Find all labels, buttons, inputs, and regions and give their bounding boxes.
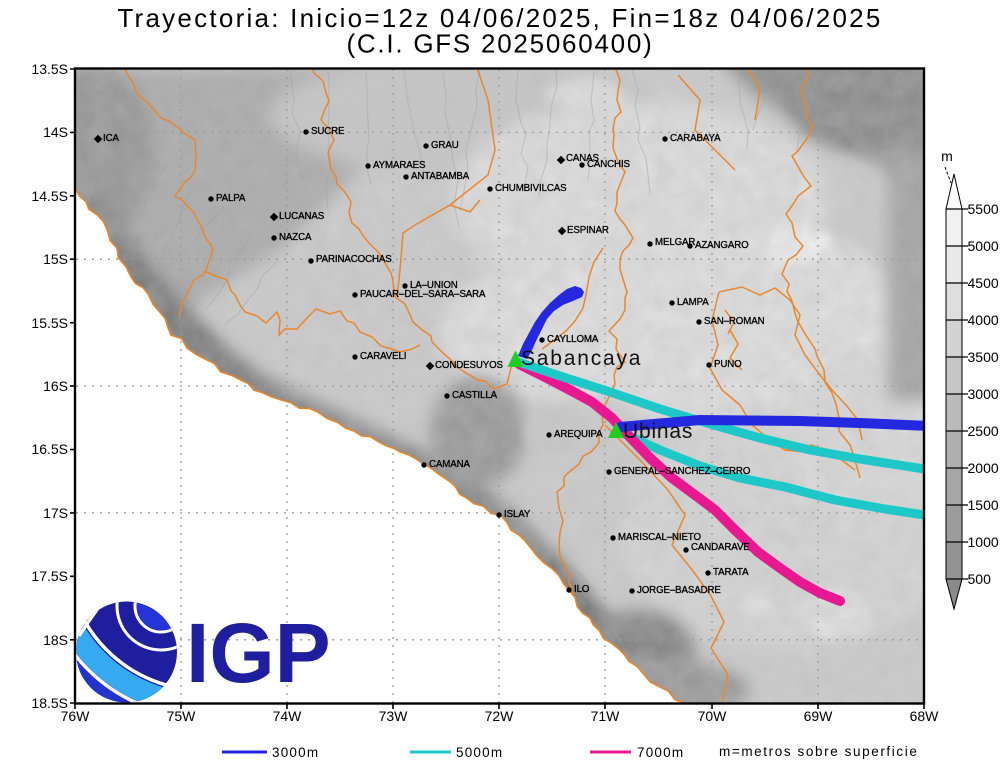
- svg-text:IGP: IGP: [186, 606, 331, 700]
- svg-text:ANTABAMBA: ANTABAMBA: [411, 171, 470, 182]
- svg-text:3500: 3500: [968, 349, 999, 365]
- svg-text:m: m: [941, 148, 953, 164]
- svg-text:Ubinas: Ubinas: [623, 420, 693, 443]
- svg-text:AREQUIPA: AREQUIPA: [554, 429, 603, 440]
- svg-text:17.5S: 17.5S: [31, 568, 68, 584]
- svg-text:5500: 5500: [968, 201, 999, 217]
- svg-text:70W: 70W: [698, 708, 728, 724]
- svg-text:4000: 4000: [968, 312, 999, 328]
- svg-text:CANCHIS: CANCHIS: [587, 159, 631, 170]
- svg-text:CANDARAVE: CANDARAVE: [691, 542, 750, 553]
- svg-text:Sabancaya: Sabancaya: [521, 347, 642, 370]
- svg-text:CARAVELI: CARAVELI: [360, 351, 406, 362]
- svg-text:14.5S: 14.5S: [31, 188, 68, 204]
- svg-text:2500: 2500: [968, 423, 999, 439]
- svg-text:GENERAL–SANCHEZ–CERRO: GENERAL–SANCHEZ–CERRO: [614, 466, 751, 477]
- svg-text:CANAS: CANAS: [566, 153, 600, 164]
- svg-text:SUCRE: SUCRE: [311, 126, 345, 137]
- svg-text:1000: 1000: [968, 534, 999, 550]
- svg-text:1500: 1500: [968, 497, 999, 513]
- svg-text:5000: 5000: [968, 238, 999, 254]
- svg-text:CHUMBIVILCAS: CHUMBIVILCAS: [495, 183, 567, 194]
- svg-text:MELGAR: MELGAR: [655, 237, 695, 248]
- svg-text:68W: 68W: [910, 708, 940, 724]
- svg-text:2000: 2000: [968, 460, 999, 476]
- svg-text:MARISCAL–NIETO: MARISCAL–NIETO: [618, 532, 702, 543]
- svg-text:JORGE–BASADRE: JORGE–BASADRE: [637, 585, 721, 596]
- svg-text:CAYLLOMA: CAYLLOMA: [547, 334, 599, 345]
- svg-text:ILO: ILO: [574, 584, 590, 595]
- svg-text:PALPA: PALPA: [216, 193, 246, 204]
- svg-text:ICA: ICA: [103, 133, 119, 144]
- svg-text:18.5S: 18.5S: [31, 695, 68, 711]
- svg-text:m=metros sobre superficie: m=metros sobre superficie: [719, 744, 918, 759]
- svg-text:PARINACOCHAS: PARINACOCHAS: [316, 254, 392, 265]
- svg-text:CONDESUYOS: CONDESUYOS: [435, 360, 504, 371]
- svg-text:71W: 71W: [591, 708, 621, 724]
- svg-text:500: 500: [968, 571, 992, 587]
- svg-text:AZANGARO: AZANGARO: [695, 240, 749, 251]
- svg-text:73W: 73W: [379, 708, 409, 724]
- svg-text:TARATA: TARATA: [713, 567, 749, 578]
- svg-text:75W: 75W: [167, 708, 197, 724]
- svg-text:76W: 76W: [61, 708, 91, 724]
- svg-text:4500: 4500: [968, 275, 999, 291]
- svg-text:74W: 74W: [273, 708, 303, 724]
- svg-text:CASTILLA: CASTILLA: [452, 390, 498, 401]
- svg-text:15.5S: 15.5S: [31, 315, 68, 331]
- svg-text:PUNO: PUNO: [714, 359, 742, 370]
- svg-text:69W: 69W: [804, 708, 834, 724]
- svg-text:NAZCA: NAZCA: [279, 232, 312, 243]
- svg-text:CARABAYA: CARABAYA: [670, 133, 721, 144]
- svg-text:7000m: 7000m: [637, 745, 684, 760]
- svg-text:3000: 3000: [968, 386, 999, 402]
- svg-text:(C.I. GFS 2025060400): (C.I. GFS 2025060400): [346, 29, 653, 59]
- svg-text:CAMANA: CAMANA: [429, 459, 470, 470]
- svg-text:LAMPA: LAMPA: [677, 297, 709, 308]
- svg-text:15S: 15S: [43, 251, 68, 267]
- svg-text:ISLAY: ISLAY: [504, 509, 531, 520]
- svg-text:72W: 72W: [485, 708, 515, 724]
- svg-text:PAUCAR–DEL–SARA–SARA: PAUCAR–DEL–SARA–SARA: [360, 289, 486, 300]
- svg-text:GRAU: GRAU: [431, 140, 459, 151]
- svg-text:18S: 18S: [43, 632, 68, 648]
- svg-text:LA–UNION: LA–UNION: [410, 280, 458, 291]
- svg-text:SAN–ROMAN: SAN–ROMAN: [704, 316, 765, 327]
- svg-text:16.5S: 16.5S: [31, 441, 68, 457]
- svg-text:AYMARAES: AYMARAES: [373, 160, 426, 171]
- svg-text:LUCANAS: LUCANAS: [279, 211, 325, 222]
- svg-text:17S: 17S: [43, 505, 68, 521]
- svg-text:ESPINAR: ESPINAR: [567, 225, 609, 236]
- svg-text:16S: 16S: [43, 378, 68, 394]
- svg-text:13.5S: 13.5S: [31, 61, 68, 77]
- svg-text:14S: 14S: [43, 124, 68, 140]
- svg-text:5000m: 5000m: [456, 745, 503, 760]
- svg-text:3000m: 3000m: [272, 745, 319, 760]
- svg-text:Trayectoria: Inicio=12z 04/06/: Trayectoria: Inicio=12z 04/06/2025, Fin=…: [117, 3, 882, 33]
